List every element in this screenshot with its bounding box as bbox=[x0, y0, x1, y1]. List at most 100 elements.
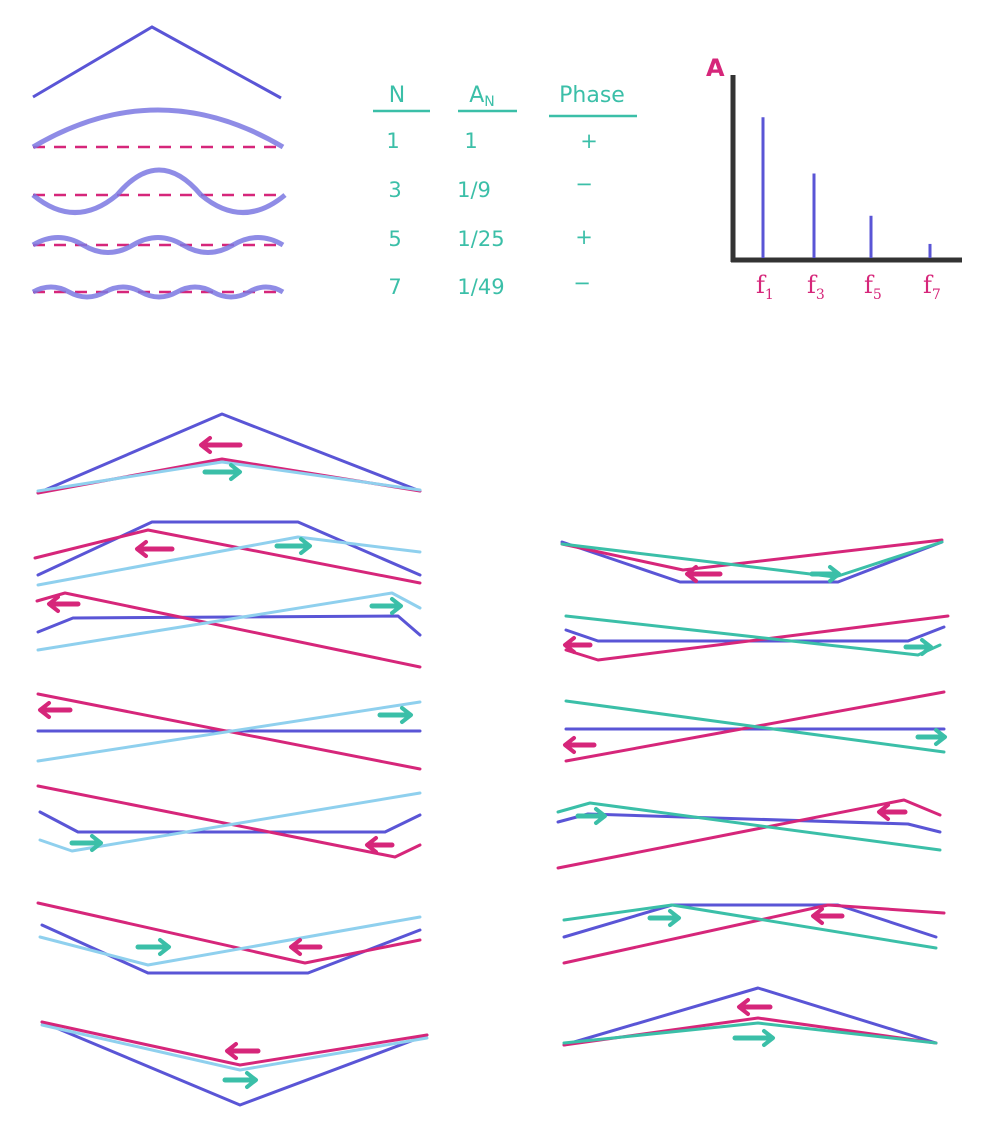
left-moving-wave bbox=[35, 591, 422, 669]
row-n: 1 bbox=[386, 129, 399, 153]
row-amplitude: 1 bbox=[464, 129, 477, 153]
left-moving-wave bbox=[562, 903, 946, 965]
snapshot-right-4 bbox=[556, 798, 942, 870]
left-moving-wave bbox=[560, 538, 944, 572]
harmonic-7 bbox=[31, 284, 285, 300]
y-axis-label: A bbox=[706, 54, 725, 82]
row-phase: − bbox=[573, 271, 591, 295]
snapshot-right-1 bbox=[560, 538, 944, 584]
right-arrow-icon bbox=[647, 909, 681, 927]
left-moving-wave bbox=[33, 528, 422, 585]
right-moving-wave bbox=[36, 591, 422, 652]
snapshot-left-1 bbox=[36, 412, 422, 495]
snapshot-left-6 bbox=[36, 901, 422, 975]
row-phase: + bbox=[580, 129, 598, 153]
chart-x-labels: f1 f3 f5 f7 bbox=[756, 271, 941, 303]
right-arrow-icon bbox=[915, 728, 947, 746]
col-header-amplitude-sub: N bbox=[484, 94, 494, 110]
left-column-snapshots bbox=[33, 412, 429, 1107]
right-arrow-icon bbox=[732, 1029, 775, 1047]
left-arrow-icon bbox=[877, 803, 908, 821]
row-amplitude: 1/9 bbox=[457, 178, 491, 202]
string-shape bbox=[562, 986, 938, 1047]
right-moving-wave bbox=[562, 903, 938, 950]
table-row: 5 1/25 + bbox=[388, 225, 592, 251]
chart-bars bbox=[761, 117, 932, 258]
table-row: 3 1/9 − bbox=[388, 172, 592, 202]
harmonic-3 bbox=[31, 167, 287, 215]
row-n: 5 bbox=[388, 227, 401, 251]
right-arrow-icon bbox=[69, 834, 103, 852]
string-shape bbox=[36, 412, 422, 495]
table-row: 7 1/49 − bbox=[388, 271, 590, 299]
col-header-amplitude-main: A bbox=[469, 83, 484, 108]
snapshot-right-3 bbox=[563, 690, 947, 763]
right-arrow-icon bbox=[377, 706, 413, 724]
amplitude-spectrum-chart: A f1 f3 f5 f7 bbox=[706, 54, 962, 303]
right-moving-wave bbox=[40, 1023, 429, 1072]
wave-1 bbox=[31, 107, 285, 150]
row-phase: − bbox=[575, 172, 593, 196]
left-arrow-icon bbox=[199, 436, 243, 454]
left-moving-wave bbox=[556, 798, 942, 870]
row-amplitude: 1/49 bbox=[457, 275, 504, 299]
string-shape bbox=[556, 812, 942, 834]
left-arrow-icon bbox=[737, 998, 773, 1016]
frequency-label-f1: f1 bbox=[756, 271, 774, 303]
left-moving-wave bbox=[36, 784, 422, 859]
right-moving-wave bbox=[556, 801, 942, 852]
right-moving-wave bbox=[38, 915, 422, 967]
string-shape bbox=[560, 540, 944, 584]
harmonic-5 bbox=[31, 235, 285, 255]
wave-7 bbox=[31, 284, 285, 300]
col-header-amplitude: AN bbox=[469, 83, 495, 110]
row-phase: + bbox=[575, 225, 593, 249]
snapshot-right-5 bbox=[562, 903, 946, 965]
right-column-snapshots bbox=[556, 538, 950, 1047]
left-arrow-icon bbox=[563, 636, 593, 654]
right-arrow-icon bbox=[575, 807, 607, 825]
string-shape bbox=[562, 903, 938, 939]
table-row: 1 1 + bbox=[386, 129, 597, 153]
row-amplitude: 1/25 bbox=[457, 227, 504, 251]
left-arrow-icon bbox=[225, 1042, 261, 1060]
right-arrow-icon bbox=[274, 537, 312, 555]
col-header-n: N bbox=[389, 83, 405, 108]
right-moving-wave bbox=[564, 614, 942, 657]
wave-5 bbox=[31, 235, 285, 255]
left-arrow-icon bbox=[811, 907, 845, 925]
right-arrow-icon bbox=[135, 938, 171, 956]
right-arrow-icon bbox=[809, 565, 841, 583]
row-n: 3 bbox=[388, 178, 401, 202]
frequency-label-f3: f3 bbox=[807, 271, 825, 303]
col-header-phase: Phase bbox=[559, 83, 625, 108]
triangle-pluck-shape bbox=[32, 25, 282, 100]
right-moving-wave bbox=[36, 460, 422, 493]
right-arrow-icon bbox=[369, 597, 403, 615]
left-moving-wave bbox=[562, 1016, 938, 1047]
left-arrow-icon bbox=[47, 595, 81, 613]
snapshot-right-6 bbox=[562, 986, 938, 1047]
snapshot-left-2 bbox=[33, 520, 422, 587]
frequency-label-f5: f5 bbox=[864, 271, 882, 303]
string-shape bbox=[38, 810, 422, 834]
harmonics-panel bbox=[31, 25, 287, 300]
left-arrow-icon bbox=[685, 565, 723, 583]
left-arrow-icon bbox=[563, 736, 597, 754]
snapshot-left-4 bbox=[36, 692, 422, 771]
left-arrow-icon bbox=[135, 540, 175, 558]
left-arrow-icon bbox=[365, 836, 395, 854]
right-arrow-icon bbox=[903, 638, 933, 656]
frequency-label-f7: f7 bbox=[923, 271, 941, 303]
right-arrow-icon bbox=[222, 1071, 258, 1089]
snapshot-left-7 bbox=[40, 1020, 429, 1107]
snapshot-left-3 bbox=[35, 591, 422, 669]
snapshot-right-2 bbox=[563, 614, 950, 662]
wave-3 bbox=[31, 167, 287, 215]
harmonic-1 bbox=[31, 107, 285, 150]
right-moving-wave bbox=[36, 700, 422, 763]
row-n: 7 bbox=[388, 275, 401, 299]
left-moving-wave bbox=[40, 1020, 429, 1067]
left-arrow-icon bbox=[38, 701, 73, 719]
